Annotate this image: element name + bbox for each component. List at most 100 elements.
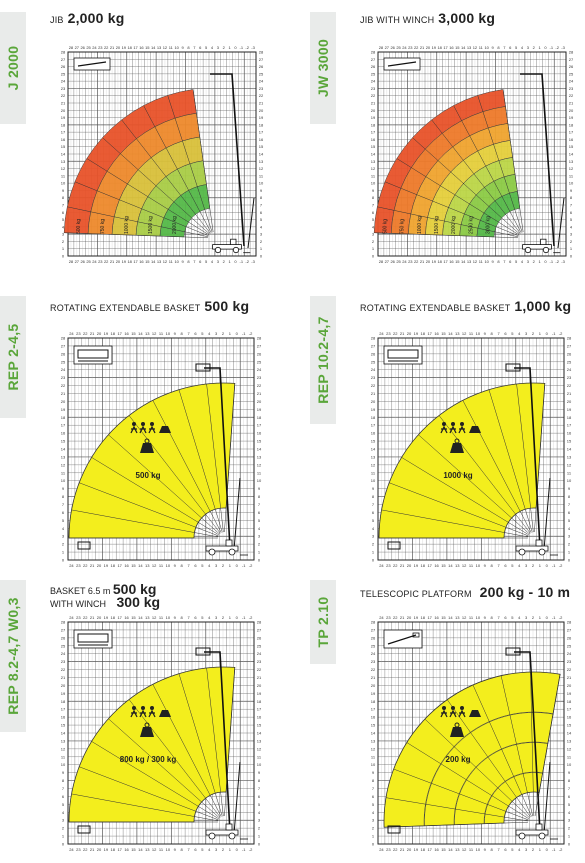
tick-label-top: 11	[469, 331, 474, 336]
load-label: 500 kg	[76, 219, 82, 234]
tick-label-right: 3	[570, 232, 573, 237]
tick-label-top: 22	[104, 45, 109, 50]
tick-label-top: 16	[124, 615, 129, 620]
tick-label-right: 1	[570, 246, 573, 251]
tick-label-right: 18	[257, 699, 262, 704]
tick-label-left: 8	[372, 494, 375, 499]
tick-label-top: 7	[497, 615, 500, 620]
tick-label-top: 24	[69, 331, 74, 336]
tick-label-top: 5	[205, 45, 208, 50]
tick-label-top: 23	[98, 45, 103, 50]
tick-label-left: 13	[61, 738, 66, 743]
tick-label-bottom: 16	[434, 847, 439, 852]
tick-label-bottom: 6	[194, 847, 197, 852]
tick-label-left: 24	[371, 79, 376, 84]
tick-label-bottom: 5	[205, 259, 208, 264]
tick-label-right: 19	[257, 691, 262, 696]
tick-label-right: 24	[569, 79, 574, 84]
weight-large-icon	[450, 727, 464, 737]
tick-label-top: 21	[110, 45, 115, 50]
tick-label-bottom: 5	[201, 847, 204, 852]
tick-label-bottom: 12	[152, 563, 157, 568]
tick-label-left: 20	[371, 399, 376, 404]
tick-label-right: 23	[569, 86, 574, 91]
tick-label-left: 1	[62, 246, 65, 251]
title-line2-small-rep8247: WITH WINCH	[50, 599, 106, 609]
tick-label-top: 4	[211, 45, 214, 50]
tick-label-right: 9	[258, 770, 261, 775]
tick-label-bottom: -2	[559, 563, 563, 568]
boom-angle-line	[102, 137, 210, 235]
tick-label-top: 14	[138, 331, 143, 336]
tick-label-bottom: -2	[245, 259, 249, 264]
tick-label-left: 9	[372, 486, 375, 491]
tick-label-left: 28	[371, 50, 376, 55]
tick-label-bottom: 24	[379, 847, 384, 852]
diagram-rep245: 2424232322222121202019191818171716161515…	[61, 331, 262, 568]
tick-label-left: 19	[371, 115, 376, 120]
tick-label-bottom: 13	[467, 259, 472, 264]
tick-label-right: 24	[567, 651, 572, 656]
tick-label-bottom: 19	[432, 259, 437, 264]
tick-label-bottom: 12	[462, 563, 467, 568]
load-label: 1500 kg	[434, 216, 440, 234]
tick-label-bottom: 24	[69, 563, 74, 568]
tick-label-right: 5	[568, 802, 571, 807]
tick-label-bottom: -1	[552, 847, 556, 852]
boom-angle-line	[472, 684, 532, 817]
tick-label-top: 9	[484, 615, 487, 620]
jib-icon	[387, 61, 417, 67]
tick-label-right: 25	[567, 643, 572, 648]
tick-label-top: 12	[462, 615, 467, 620]
tick-label-top: 0	[236, 331, 239, 336]
tick-label-left: 3	[62, 232, 65, 237]
person-body-icon	[440, 709, 448, 718]
tick-label-left: 0	[372, 558, 375, 563]
tick-label-top: 20	[97, 615, 102, 620]
tick-label-top: 13	[467, 45, 472, 50]
tick-label-right: 2	[570, 239, 573, 244]
tick-label-left: 13	[61, 454, 66, 459]
tick-label-right: 14	[257, 731, 262, 736]
tick-label-left: 1	[372, 550, 375, 555]
tick-label-left: 8	[62, 195, 65, 200]
tick-label-left: 14	[61, 447, 66, 452]
tick-label-left: 24	[61, 79, 66, 84]
tick-label-bottom: 22	[414, 259, 419, 264]
tick-label-left: 8	[372, 778, 375, 783]
title-rep245: ROTATING EXTENDABLE BASKET 500 kg	[50, 298, 249, 314]
tick-label-right: 0	[570, 254, 573, 259]
tick-label-top: -1	[242, 331, 246, 336]
tick-label-right: 17	[257, 423, 262, 428]
tick-label-right: 6	[258, 794, 261, 799]
person-body-icon	[148, 425, 156, 434]
side-tab-rep8247: REP 8.2-4,7 W0,3	[0, 580, 26, 732]
tick-label-left: 4	[62, 224, 65, 229]
tick-label-left: 25	[371, 71, 376, 76]
boom-angle-line	[431, 119, 521, 234]
tick-label-right: 20	[257, 399, 262, 404]
tick-label-bottom: 22	[104, 259, 109, 264]
tick-label-top: 24	[402, 45, 407, 50]
tick-label-left: 2	[372, 826, 375, 831]
tick-label-left: 1	[62, 550, 65, 555]
telehandler-wheel	[524, 246, 532, 254]
tick-label-right: 7	[568, 786, 571, 791]
tick-label-left: 20	[371, 683, 376, 688]
tick-label-left: 20	[371, 108, 376, 113]
person-head-icon	[141, 422, 145, 426]
tick-label-top: 1	[229, 331, 232, 336]
boom-angle-line	[412, 137, 520, 235]
tick-label-right: 9	[258, 486, 261, 491]
tick-label-left: 15	[61, 723, 66, 728]
boom-angle-line	[502, 89, 524, 233]
tick-label-top: 2	[532, 331, 535, 336]
tick-label-left: 12	[61, 746, 66, 751]
tick-label-top: 9	[491, 45, 494, 50]
tick-label-top: 5	[511, 331, 514, 336]
tick-label-top: -2	[245, 45, 249, 50]
tick-label-left: 28	[61, 50, 66, 55]
tick-label-bottom: 0	[546, 563, 549, 568]
tick-label-bottom: 0	[236, 563, 239, 568]
grid-border	[67, 337, 255, 561]
